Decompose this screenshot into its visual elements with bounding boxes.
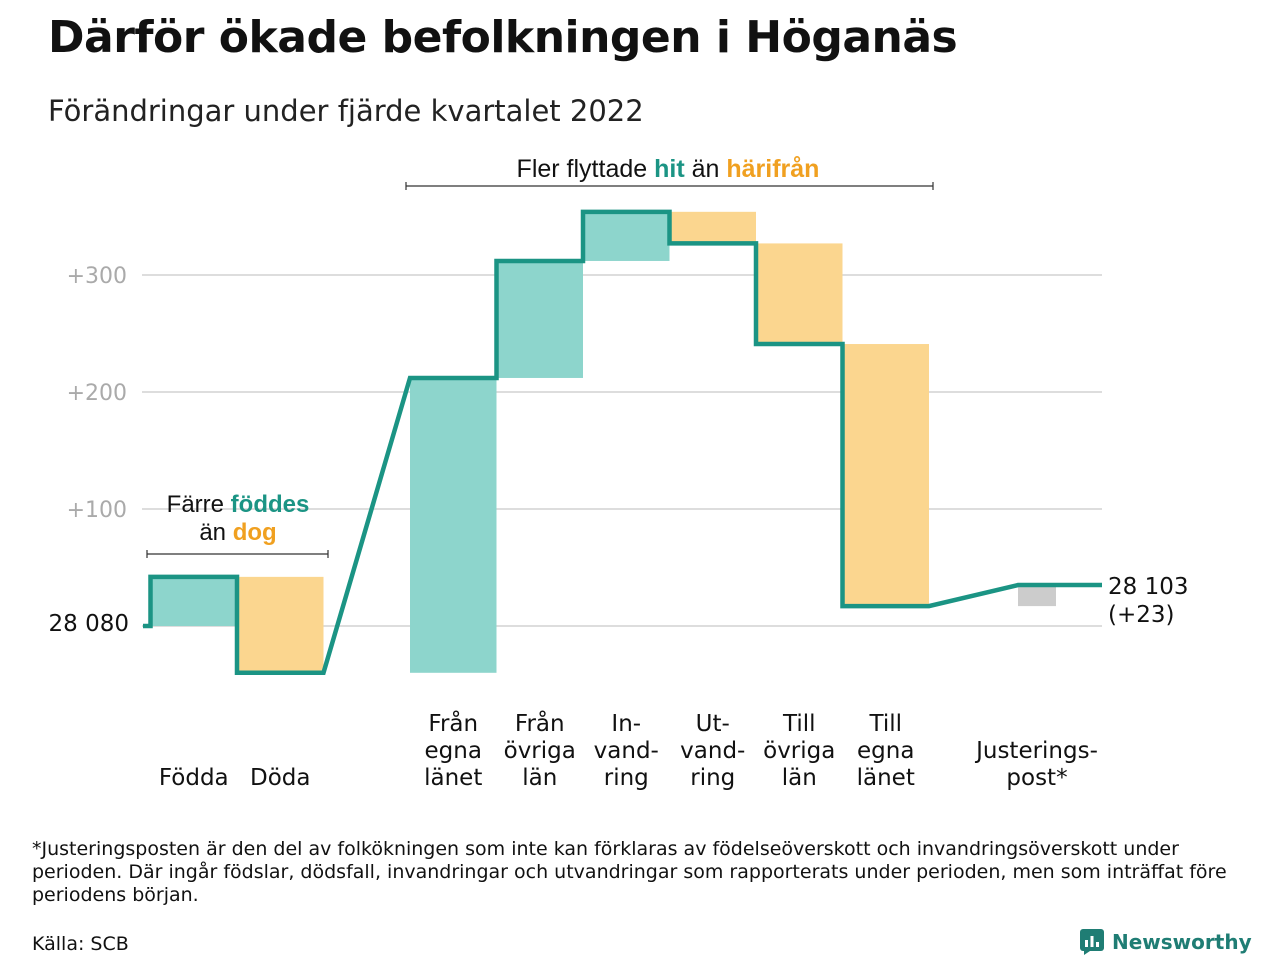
category-label: post* (1006, 765, 1067, 791)
category-label: egna (857, 738, 914, 764)
newsworthy-icon (1080, 929, 1104, 955)
category-label: ring (690, 765, 735, 791)
category-label: län (782, 765, 817, 791)
category-label: Från (428, 709, 478, 737)
category-label: vand- (680, 738, 745, 764)
category-label: Födda (159, 765, 229, 791)
annotation-migration: Fler flyttade hit än härifrån (405, 155, 934, 190)
brand-name: Newsworthy (1112, 930, 1252, 954)
category-label: Till (782, 711, 816, 737)
annotation-line: Färre föddes (167, 491, 310, 518)
category-label: länet (424, 765, 482, 791)
brand-logo: Newsworthy (1080, 929, 1252, 955)
category-label: Till (868, 711, 902, 737)
source-label: Källa: SCB (32, 933, 129, 955)
category-label: In- (611, 711, 641, 737)
category-label: övriga (504, 738, 576, 764)
chart-subtitle: Förändringar under fjärde kvartalet 2022 (48, 94, 644, 128)
waterfall-bar (842, 344, 929, 607)
annotation-line: än dog (199, 519, 276, 546)
end-change-label: (+23) (1108, 602, 1174, 628)
cumulative-step-line (143, 209, 1102, 676)
category-label: övriga (763, 738, 835, 764)
waterfall-bar (496, 260, 583, 378)
category-label: län (522, 765, 557, 791)
category-label: Från (515, 709, 565, 737)
y-tick-label: +100 (67, 498, 127, 523)
waterfall-bar (1018, 585, 1056, 607)
waterfall-bar (756, 243, 843, 345)
waterfall-bar (150, 576, 237, 626)
chart-title: Därför ökade befolkningen i Höganäs (48, 12, 958, 63)
category-label: Ut- (696, 711, 730, 737)
category-label: Justerings- (974, 738, 1098, 764)
waterfall-bar (410, 377, 497, 673)
start-value-label: 28 080 (49, 611, 129, 637)
footnote: *Justeringsposten är den del av folkökni… (32, 838, 1227, 906)
annotation-line: Fler flyttade hit än härifrån (517, 155, 820, 183)
end-value-label: 28 103 (1108, 574, 1188, 600)
waterfall-bar (583, 211, 670, 261)
y-tick-label: +200 (67, 381, 127, 406)
category-label: länet (857, 765, 915, 791)
y-tick-label: +300 (67, 264, 127, 289)
waterfall-bar (669, 211, 756, 244)
category-label: egna (425, 738, 482, 764)
waterfall-bar (237, 576, 324, 673)
category-label: ring (604, 765, 649, 791)
category-label: vand- (594, 738, 659, 764)
category-label: Döda (250, 765, 310, 791)
